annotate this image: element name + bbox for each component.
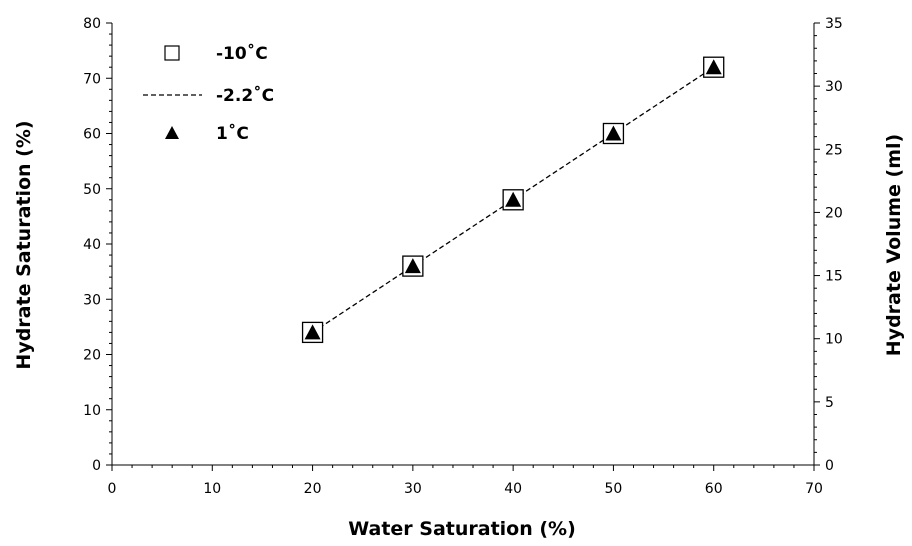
x-tick-label: 0 xyxy=(108,481,117,497)
y2-tick-label: 20 xyxy=(825,205,843,221)
point-triangle-1c xyxy=(605,125,622,141)
y-tick-label: 60 xyxy=(83,127,101,143)
y-tick-label: 40 xyxy=(83,237,101,253)
point-triangle-1c xyxy=(404,258,421,274)
x-tick-label: 60 xyxy=(705,481,723,497)
y2-tick-label: 30 xyxy=(825,79,843,95)
point-triangle-1c xyxy=(705,59,722,75)
legend-label: 1˚C xyxy=(216,122,249,144)
y-tick-label: 30 xyxy=(83,292,101,308)
y2-tick-label: 0 xyxy=(825,458,834,474)
point-triangle-1c xyxy=(304,324,321,340)
legend-label: -10˚C xyxy=(216,42,268,64)
y2-axis-title: Hydrate Volume (ml) xyxy=(883,134,905,356)
legend-marker-square xyxy=(164,45,180,61)
legend: -10˚C -2.2˚C 1˚C xyxy=(143,42,274,144)
y-axis-title: Hydrate Saturation (%) xyxy=(13,120,35,369)
x-tick-label: 40 xyxy=(504,481,522,497)
y2-tick-label: 25 xyxy=(825,142,843,158)
y2-tick-label: 10 xyxy=(825,332,843,348)
data-marks xyxy=(301,56,725,344)
y2-tick-label: 35 xyxy=(825,16,843,32)
y-tick-label: 80 xyxy=(83,16,101,32)
y-tick-label: 0 xyxy=(92,458,101,474)
x-tick-label: 20 xyxy=(304,481,322,497)
plot-area: 0 10 20 30 40 50 60 70 80 0 5 10 15 20 25 30 35 0 10 20 30 40… xyxy=(83,16,843,497)
x-axis-title: Water Saturation (%) xyxy=(348,518,576,540)
x-tick-label: 70 xyxy=(805,481,823,497)
y2-tick-label: 15 xyxy=(825,269,843,285)
legend-marker-triangle xyxy=(165,126,179,139)
y-tick-label: 50 xyxy=(83,182,101,198)
y2-tick-label: 5 xyxy=(825,395,834,411)
point-triangle-1c xyxy=(505,191,522,207)
x-tick-label: 50 xyxy=(605,481,623,497)
y-tick-label: 10 xyxy=(83,403,101,419)
y-tick-label: 70 xyxy=(83,71,101,87)
y-tick-label: 20 xyxy=(83,348,101,364)
x-tick-label: 30 xyxy=(404,481,422,497)
x-tick-label: 10 xyxy=(203,481,221,497)
legend-label: -2.2˚C xyxy=(216,84,274,106)
